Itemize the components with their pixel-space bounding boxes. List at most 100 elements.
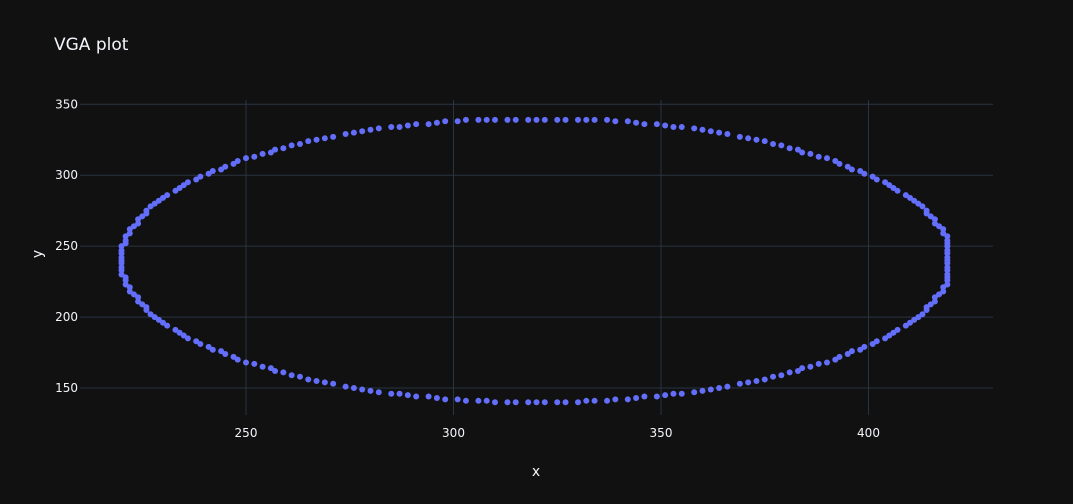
data-point[interactable]: [475, 397, 482, 404]
data-point[interactable]: [824, 359, 830, 366]
data-point[interactable]: [205, 170, 212, 177]
data-point[interactable]: [770, 140, 777, 147]
data-point[interactable]: [342, 131, 349, 138]
data-point[interactable]: [321, 135, 328, 142]
data-point[interactable]: [873, 338, 880, 345]
data-point[interactable]: [944, 271, 951, 278]
data-point[interactable]: [857, 167, 864, 174]
data-point[interactable]: [184, 335, 191, 342]
data-point[interactable]: [280, 145, 287, 152]
data-point[interactable]: [691, 125, 698, 132]
data-point[interactable]: [633, 119, 640, 126]
data-point[interactable]: [413, 121, 420, 128]
data-point[interactable]: [259, 363, 266, 370]
data-point[interactable]: [678, 123, 685, 130]
data-point[interactable]: [433, 394, 440, 401]
data-point[interactable]: [724, 131, 731, 138]
data-point[interactable]: [259, 150, 266, 157]
data-point[interactable]: [164, 322, 171, 329]
data-point[interactable]: [442, 118, 449, 125]
data-point[interactable]: [122, 233, 129, 240]
data-point[interactable]: [745, 135, 752, 142]
data-point[interactable]: [525, 116, 532, 123]
data-point[interactable]: [716, 129, 723, 136]
data-point[interactable]: [736, 133, 743, 140]
data-point[interactable]: [583, 116, 590, 123]
data-point[interactable]: [770, 373, 777, 380]
data-point[interactable]: [172, 187, 179, 194]
data-point[interactable]: [234, 356, 241, 363]
data-point[interactable]: [143, 307, 150, 313]
data-point[interactable]: [761, 138, 768, 145]
data-point[interactable]: [724, 383, 731, 390]
data-point[interactable]: [786, 145, 793, 152]
data-point[interactable]: [525, 399, 532, 406]
data-point[interactable]: [350, 129, 357, 136]
data-point[interactable]: [894, 326, 901, 333]
data-point[interactable]: [209, 346, 216, 353]
data-point[interactable]: [118, 243, 125, 250]
data-point[interactable]: [243, 359, 249, 366]
data-point[interactable]: [483, 116, 490, 123]
data-point[interactable]: [745, 379, 752, 386]
data-point[interactable]: [396, 123, 403, 130]
data-point[interactable]: [197, 341, 204, 348]
data-point[interactable]: [944, 247, 951, 254]
data-point[interactable]: [944, 264, 951, 271]
data-point[interactable]: [135, 216, 142, 223]
data-point[interactable]: [313, 377, 320, 384]
data-point[interactable]: [251, 360, 258, 367]
data-point[interactable]: [442, 396, 449, 403]
data-point[interactable]: [562, 399, 569, 406]
data-point[interactable]: [375, 125, 382, 132]
data-point[interactable]: [218, 166, 225, 173]
data-point[interactable]: [504, 116, 511, 123]
data-point[interactable]: [736, 380, 743, 387]
data-point[interactable]: [533, 116, 540, 123]
data-point[interactable]: [815, 360, 822, 367]
data-point[interactable]: [940, 288, 947, 295]
data-point[interactable]: [662, 122, 669, 129]
data-point[interactable]: [126, 226, 133, 233]
data-point[interactable]: [707, 128, 714, 135]
data-point[interactable]: [583, 397, 590, 404]
data-point[interactable]: [691, 389, 698, 396]
data-point[interactable]: [454, 118, 461, 125]
data-point[interactable]: [761, 376, 768, 383]
data-point[interactable]: [433, 119, 440, 126]
data-point[interactable]: [147, 203, 154, 210]
data-point[interactable]: [612, 118, 619, 125]
data-point[interactable]: [554, 399, 561, 406]
data-point[interactable]: [612, 396, 619, 403]
data-point[interactable]: [869, 173, 876, 180]
data-point[interactable]: [541, 116, 548, 123]
data-point[interactable]: [296, 373, 303, 380]
data-point[interactable]: [591, 397, 598, 404]
data-point[interactable]: [222, 350, 229, 357]
data-point[interactable]: [267, 149, 274, 156]
data-point[interactable]: [653, 121, 660, 128]
data-point[interactable]: [296, 140, 303, 147]
data-point[interactable]: [591, 116, 598, 123]
data-point[interactable]: [512, 399, 519, 406]
data-point[interactable]: [575, 116, 581, 123]
data-point[interactable]: [492, 116, 498, 123]
data-point[interactable]: [794, 146, 801, 153]
data-point[interactable]: [575, 399, 581, 406]
data-point[interactable]: [807, 363, 814, 370]
data-point[interactable]: [404, 122, 411, 129]
data-point[interactable]: [118, 250, 125, 257]
data-point[interactable]: [624, 396, 631, 403]
data-point[interactable]: [902, 192, 909, 199]
data-point[interactable]: [604, 116, 611, 123]
data-point[interactable]: [413, 393, 420, 400]
data-point[interactable]: [844, 163, 851, 170]
data-point[interactable]: [483, 397, 490, 404]
data-point[interactable]: [716, 385, 723, 392]
data-point[interactable]: [305, 138, 312, 145]
data-point[interactable]: [313, 136, 320, 143]
data-point[interactable]: [633, 394, 640, 401]
data-point[interactable]: [475, 116, 482, 123]
data-point[interactable]: [350, 385, 357, 392]
data-point[interactable]: [707, 386, 714, 393]
